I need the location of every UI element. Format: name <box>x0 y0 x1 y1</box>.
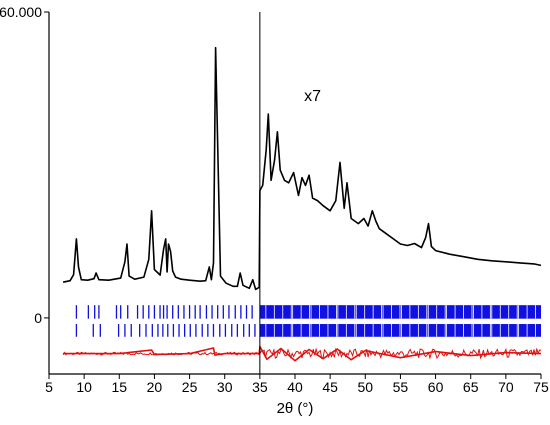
annotation-label: x7 <box>304 88 321 105</box>
observed-line <box>62 46 542 291</box>
x-axis-label: 2θ (°) <box>277 400 314 417</box>
x-tick-label: 50 <box>357 379 373 395</box>
y-ticks: 0 60.000 <box>0 4 49 326</box>
series-lines <box>62 46 542 362</box>
x-tick-label: 25 <box>182 379 198 395</box>
annotations: x7 <box>259 12 321 374</box>
difference-line <box>63 345 542 362</box>
x-tick-label: 20 <box>147 379 163 395</box>
x-tick-label: 65 <box>463 379 479 395</box>
x-tick-label: 15 <box>111 379 127 395</box>
x-ticks: 5 10 15 20 25 30 35 40 45 50 55 60 65 70 75 <box>45 374 549 395</box>
x-tick-label: 5 <box>45 379 53 395</box>
reflection-dense-band <box>259 305 541 319</box>
x-tick-label: 70 <box>498 379 514 395</box>
difference-noise <box>62 347 542 360</box>
x-tick-label: 10 <box>76 379 92 395</box>
x-tick-label: 40 <box>287 379 303 395</box>
x-tick-label: 35 <box>252 379 268 395</box>
reflection-markers <box>75 305 541 337</box>
axes <box>48 12 541 375</box>
x-tick-label: 55 <box>393 379 409 395</box>
reflection-dense-band <box>259 324 541 337</box>
y-tick-label: 60.000 <box>0 4 42 20</box>
x-tick-label: 30 <box>217 379 233 395</box>
x-tick-label: 75 <box>533 379 549 395</box>
x-tick-label: 45 <box>322 379 338 395</box>
x-tick-label: 60 <box>428 379 444 395</box>
y-tick-label: 0 <box>34 310 42 326</box>
